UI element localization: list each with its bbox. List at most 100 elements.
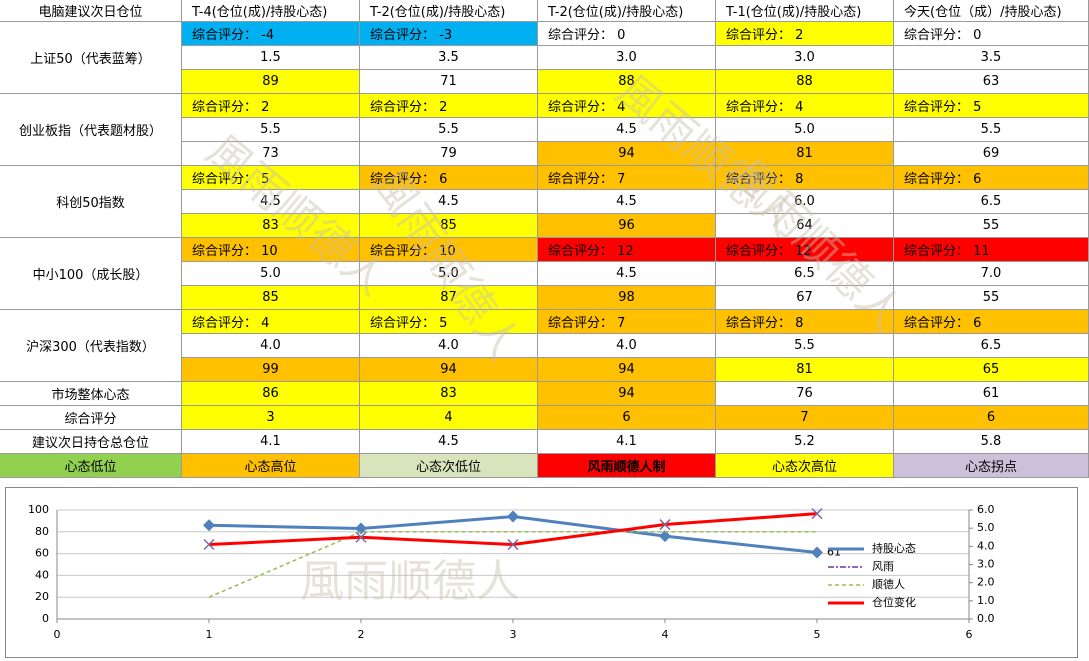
y-tick-label: 80 [35,525,49,538]
cell: 综合评分： 7 [538,310,716,334]
marker [203,519,215,532]
cell: 综合评分： 5 [894,94,1089,118]
cell: 5.5 [716,334,894,358]
cell: 5.0 [182,262,360,286]
cell: 5.5 [894,118,1089,142]
cell: 94 [538,358,716,382]
cell: 76 [716,382,894,406]
x-tick-label: 4 [662,628,669,641]
cell: 5.0 [360,262,538,286]
cell: 综合评分： 4 [182,310,360,334]
cell: 55 [894,286,1089,310]
y-tick-label: 40 [35,568,49,581]
cell: 81 [716,142,894,166]
cell: 85 [182,286,360,310]
cell: 96 [538,214,716,238]
cell: 5.5 [360,118,538,142]
cell: 4.5 [538,262,716,286]
row-label: 市场整体心态 [0,382,182,406]
series-line [208,531,817,598]
cell: 86 [182,382,360,406]
row-label: 上证50（代表蓝筹） [0,22,182,94]
legend-label: 持股心态 [872,541,916,555]
legend-label: 风雨 [872,560,894,573]
cell: 94 [538,142,716,166]
cell: 综合评分： 6 [894,310,1089,334]
marker [659,519,671,531]
cell: 综合评分： 4 [538,94,716,118]
cell: 4.0 [538,334,716,358]
x-tick-label: 6 [966,628,973,641]
cell: 综合评分： 12 [538,238,716,262]
cell: 83 [360,382,538,406]
cell: 85 [360,214,538,238]
y-tick-label: 20 [35,590,49,603]
cell: 4.5 [182,190,360,214]
cell: 71 [360,70,538,94]
cell: 88 [538,70,716,94]
cell: 综合评分： 2 [716,22,894,46]
marker [811,508,823,520]
cell: 6.0 [716,190,894,214]
y2-tick-label: 0.0 [977,612,995,625]
y2-tick-label: 4.0 [977,539,995,552]
y-tick-label: 60 [35,547,49,560]
cell: 6.5 [716,262,894,286]
cell: 5.0 [716,118,894,142]
cell: 3 [182,406,360,430]
cell: 综合评分： 6 [894,166,1089,190]
cell: 4.1 [182,430,360,454]
cell: 88 [716,70,894,94]
cell: 综合评分： 8 [716,166,894,190]
marker [507,510,519,523]
header-cell: 电脑建议次日仓位 [0,0,182,22]
cell: 4.0 [182,334,360,358]
legend-label: 仓位变化 [872,595,916,609]
y2-tick-label: 1.0 [977,594,995,607]
cell: 94 [538,382,716,406]
cell: 7 [716,406,894,430]
legend-cell: 心态低位 [0,454,182,478]
cell: 3.0 [716,46,894,70]
y-tick-label: 100 [28,503,49,516]
cell: 综合评分： 12 [716,238,894,262]
cell: 81 [716,358,894,382]
x-tick-label: 0 [54,628,61,641]
legend-cell: 风雨顺德人制 [538,454,716,478]
cell: 综合评分： 7 [538,166,716,190]
legend-cell: 心态拐点 [894,454,1089,478]
cell: 4.5 [538,190,716,214]
marker [811,546,823,559]
x-tick-label: 1 [206,628,213,641]
cell: 98 [538,286,716,310]
cell: 3.5 [894,46,1089,70]
cell: 综合评分： 11 [894,238,1089,262]
cell: 综合评分： 5 [182,166,360,190]
marker [355,531,367,543]
cell: 64 [716,214,894,238]
cell: 综合评分： -4 [182,22,360,46]
cell: 综合评分： 5 [360,310,538,334]
cell: 综合评分： 0 [538,22,716,46]
header-cell: 今天(仓位（成）/持股心态) [894,0,1089,22]
cell: 4.5 [360,430,538,454]
cell: 7.0 [894,262,1089,286]
row-label: 创业板指（代表题材股） [0,94,182,166]
row-label: 中小100（成长股） [0,238,182,310]
cell: 4 [360,406,538,430]
header-cell: T-1(仓位(成)/持股心态) [716,0,894,22]
row-label: 科创50指数 [0,166,182,238]
cell: 87 [360,286,538,310]
cell: 89 [182,70,360,94]
cell: 综合评分： 8 [716,310,894,334]
cell: 综合评分： 2 [182,94,360,118]
cell: 65 [894,358,1089,382]
cell: 61 [894,382,1089,406]
cell: 5.2 [716,430,894,454]
cell: 6.5 [894,334,1089,358]
marker [507,538,519,551]
legend-cell: 心态次高位 [716,454,894,478]
cell: 综合评分： 0 [894,22,1089,46]
cell: 4.5 [538,118,716,142]
